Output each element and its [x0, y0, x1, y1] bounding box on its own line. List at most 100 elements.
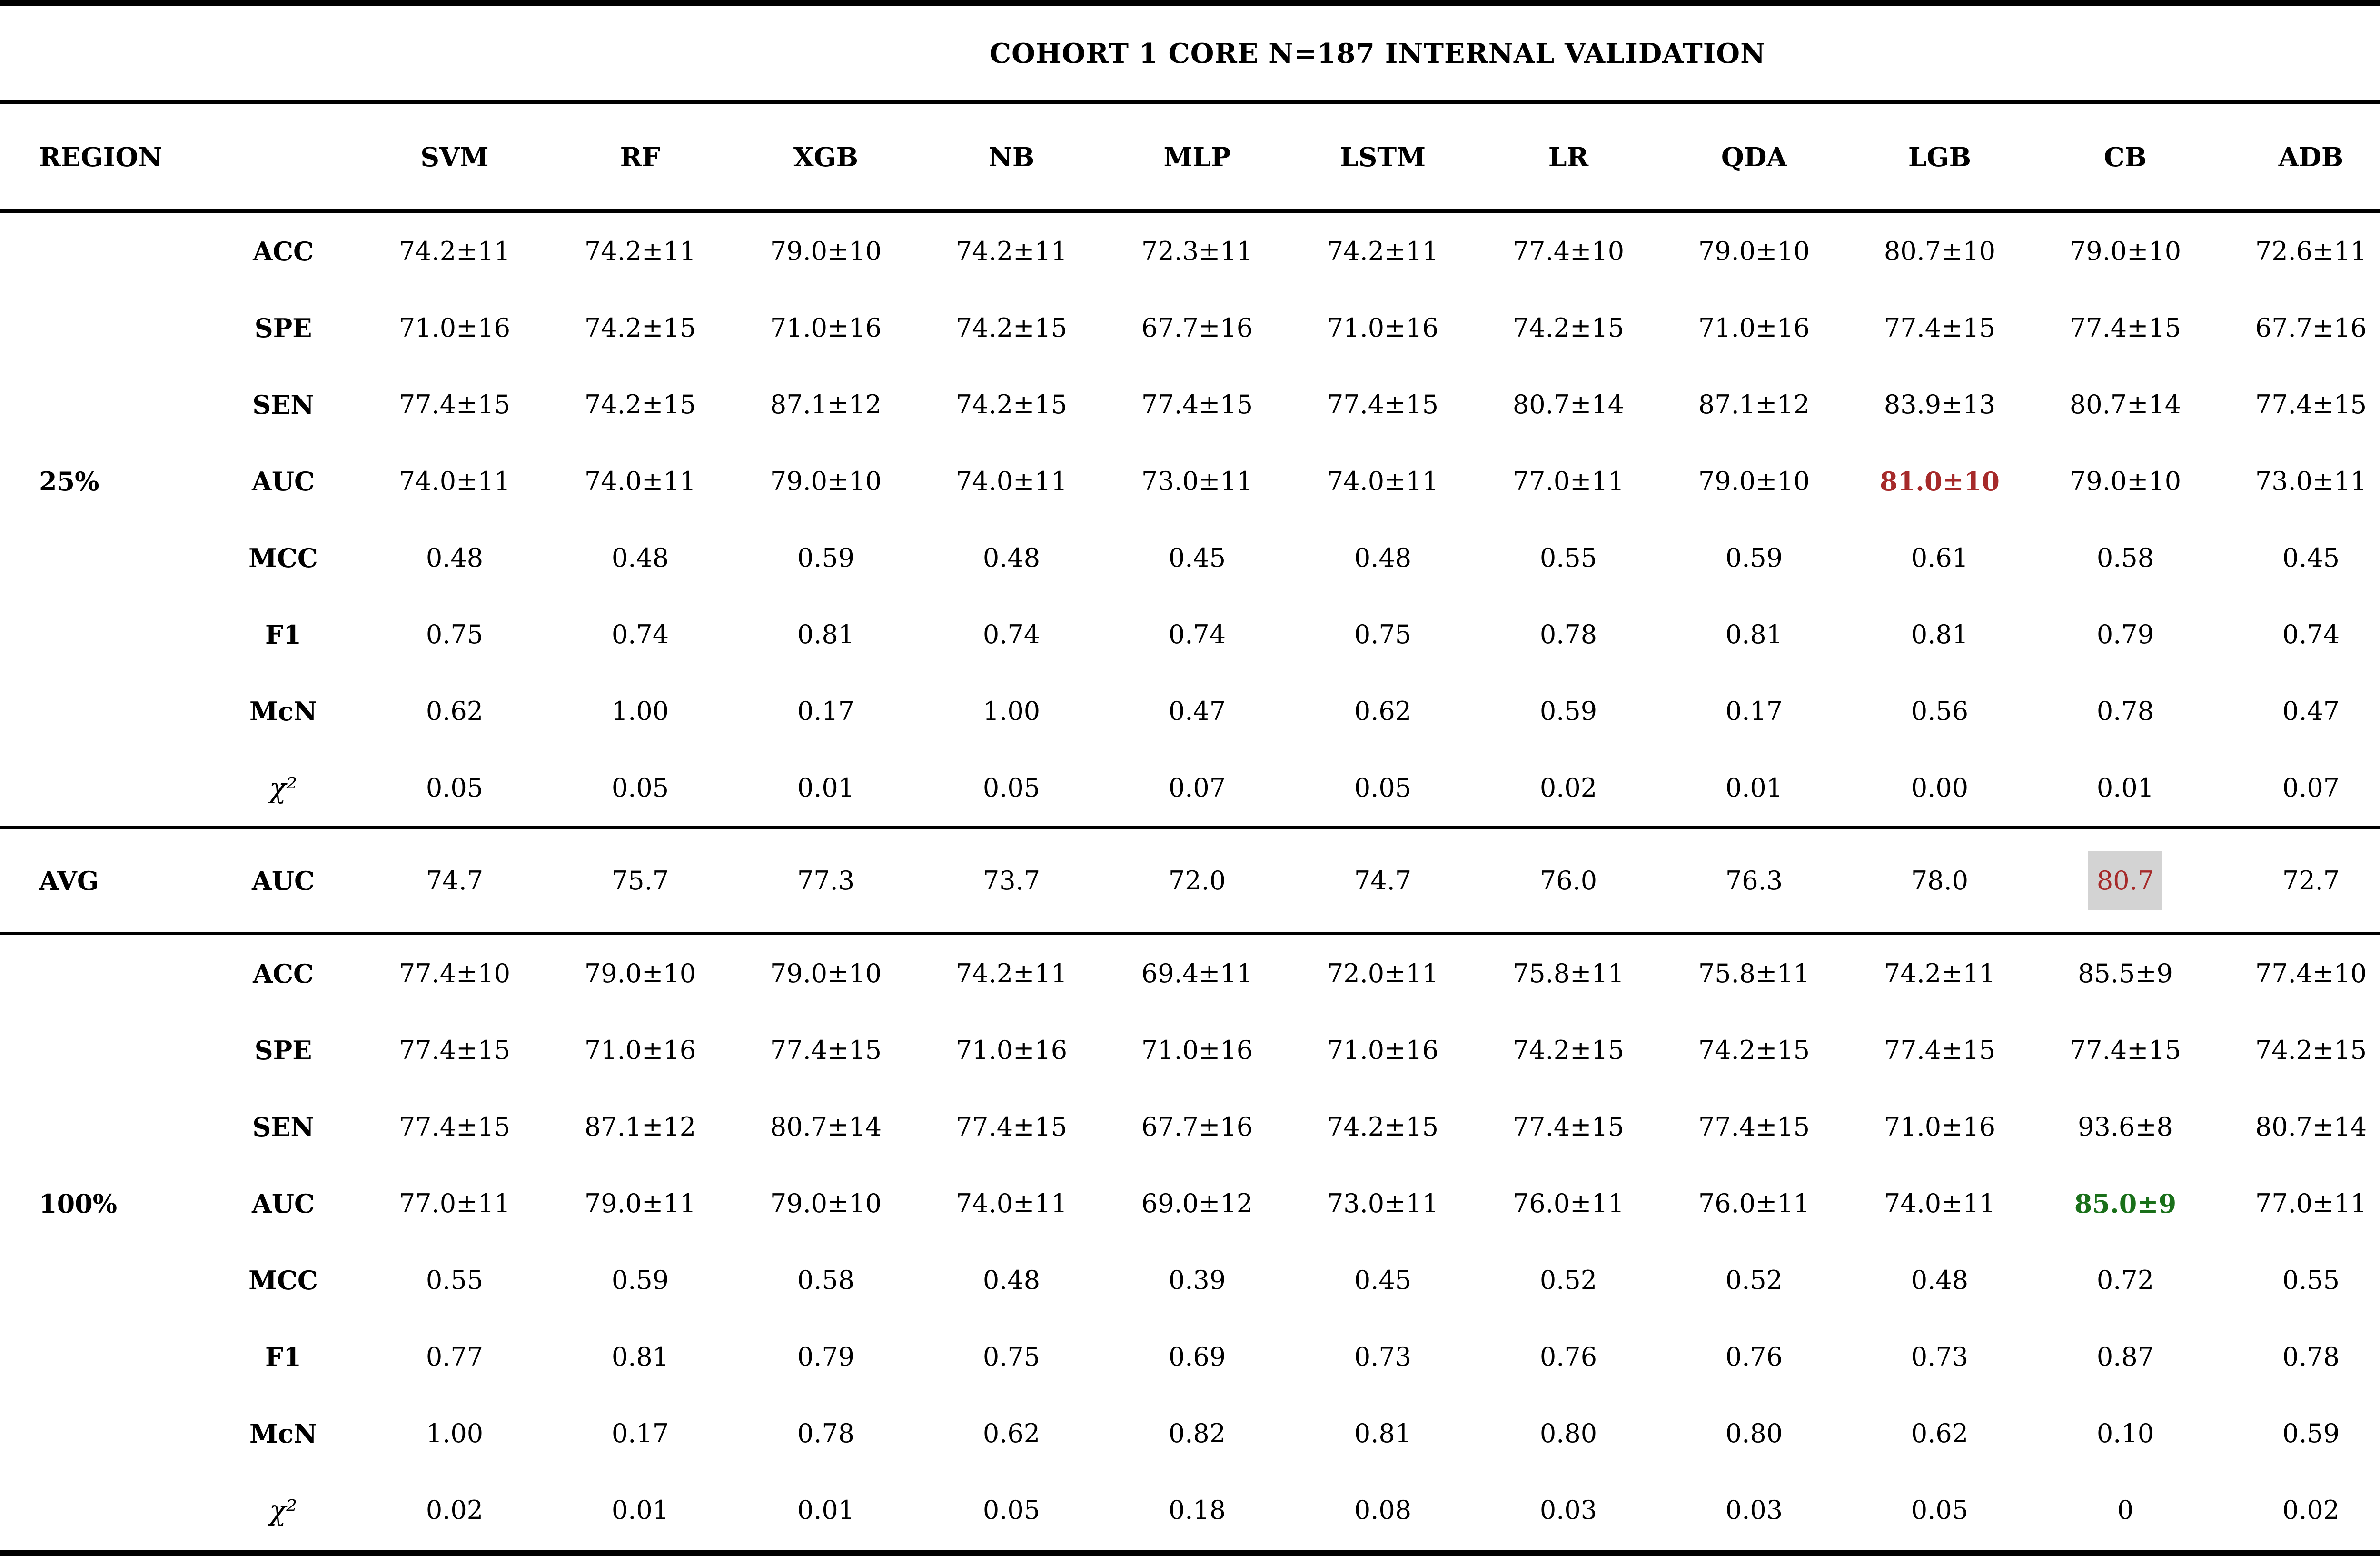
metric-label: MCC	[248, 542, 318, 573]
value-cell: 74.2±15	[955, 389, 1068, 419]
table-row: F1 0.77 0.81 0.79 0.75 0.69 0.73 0.76 0.76 0.73 0.…	[0, 1318, 2380, 1395]
value-cell: 77.4±15	[2069, 1035, 2182, 1065]
value-cell: 0.80	[1725, 1418, 1783, 1448]
value-cell: 79.0±10	[2069, 236, 2182, 266]
value-cell: 0.58	[2096, 543, 2154, 573]
value-cell: 77.4±15	[1884, 313, 1996, 343]
value-cell: 85.0±9	[2033, 1165, 2218, 1242]
value-cell: 74.2±11	[955, 958, 1068, 988]
metric-label: F1	[265, 619, 301, 650]
value-cell: 72.6±11	[2255, 236, 2367, 266]
value-cell: 0.69	[1168, 1342, 1226, 1372]
region-spacer	[0, 519, 205, 596]
value-cell: 87.1±12	[584, 1112, 696, 1142]
value-cell: 0.79	[797, 1342, 855, 1372]
region-spacer	[0, 1088, 205, 1165]
value-cell: 0.05	[611, 773, 669, 803]
metric-label: ACC	[253, 236, 314, 267]
value-cell: 77.4±15	[955, 1112, 1068, 1142]
value-cell: 0.18	[1168, 1495, 1226, 1525]
value-cell: 80.7±14	[2069, 389, 2182, 419]
value-cell: 0.59	[2282, 1418, 2340, 1448]
value-cell: 0.72	[2096, 1265, 2154, 1295]
value-cell: 74.0±11	[955, 466, 1068, 496]
region-block-0: ACC 74.2±11 74.2±11 79.0±10 74.2±11 72.3±11 74…	[0, 211, 2380, 828]
value-cell: 0.45	[2282, 543, 2340, 573]
value-cell: 0.81	[797, 619, 855, 649]
value-cell: 0.48	[982, 543, 1041, 573]
value-cell: 67.7±16	[1141, 313, 1253, 343]
highlighted-value: 85.0±9	[2074, 1188, 2177, 1219]
value-cell: 75.8±11	[1698, 958, 1810, 988]
metric-label: McN	[249, 696, 317, 727]
value-cell: 0.48	[1911, 1265, 1969, 1295]
value-cell: 77.4±10	[1512, 236, 1625, 266]
value-cell: 67.7±16	[1141, 1112, 1253, 1142]
value-cell: 0.82	[1168, 1418, 1226, 1448]
col-header-nb: NB	[988, 141, 1035, 172]
region-spacer	[0, 211, 205, 290]
value-cell: 72.7	[2282, 866, 2340, 896]
value-cell: 0.02	[2282, 1495, 2340, 1525]
region-spacer	[0, 1395, 205, 1472]
value-cell: 0.05	[982, 1495, 1041, 1525]
value-cell: 74.7	[1354, 866, 1412, 896]
value-cell: 74.0±11	[398, 466, 511, 496]
value-cell: 0.10	[2096, 1418, 2154, 1448]
metric-label: SPE	[254, 312, 312, 343]
value-cell: 69.4±11	[1141, 958, 1253, 988]
value-cell: 77.4±10	[398, 958, 511, 988]
value-cell: 0.78	[1539, 619, 1597, 649]
col-header-lstm: LSTM	[1339, 141, 1426, 172]
value-cell: 74.0±11	[1327, 466, 1439, 496]
value-cell: 69.0±12	[1141, 1188, 1253, 1218]
value-cell: 77.3	[797, 866, 855, 896]
region-spacer	[0, 366, 205, 443]
value-cell: 79.0±10	[770, 958, 882, 988]
value-cell: 83.9±13	[1884, 389, 1996, 419]
metric-label: SPE	[254, 1035, 312, 1066]
value-cell: 80.7±14	[2255, 1112, 2367, 1142]
value-cell: 79.0±10	[1698, 236, 1810, 266]
region-spacer	[0, 1472, 205, 1548]
col-header-xgb: XGB	[793, 141, 859, 172]
value-cell: 74.2±15	[1512, 1035, 1625, 1065]
metric-label: SEN	[252, 1111, 314, 1142]
region-spacer	[0, 934, 205, 1012]
value-cell: 76.0	[1539, 866, 1597, 896]
region-spacer	[0, 1318, 205, 1395]
value-cell: 73.0±11	[1141, 466, 1253, 496]
header-row: REGIONSVMRFXGBNBMLPLSTMLRQDALGBCBADBAVGF…	[0, 104, 2380, 211]
value-cell: 80.7±14	[1512, 389, 1625, 419]
value-cell: 76.3	[1725, 866, 1783, 896]
value-cell: 78.0	[1911, 866, 1969, 896]
value-cell: 77.4±15	[2255, 389, 2367, 419]
value-cell: 71.0±16	[770, 313, 882, 343]
value-cell: 0.74	[982, 619, 1041, 649]
value-cell: 77.4±15	[398, 389, 511, 419]
value-cell: 71.0±16	[1884, 1112, 1996, 1142]
value-cell: 0.87	[2096, 1342, 2154, 1372]
value-cell: 77.4±15	[398, 1112, 511, 1142]
value-cell: 0.62	[1354, 696, 1412, 726]
value-cell: 80.7±14	[770, 1112, 882, 1142]
value-cell: 73.0±11	[1327, 1188, 1439, 1218]
value-cell: 0.05	[1911, 1495, 1969, 1525]
value-cell: 0.76	[1539, 1342, 1597, 1372]
value-cell: 0.55	[426, 1265, 484, 1295]
value-cell: 79.0±10	[584, 958, 696, 988]
metric-label: SEN	[252, 389, 314, 420]
value-cell: 74.2±11	[398, 236, 511, 266]
col-header-lr: LR	[1548, 141, 1589, 172]
value-cell: 0.39	[1168, 1265, 1226, 1295]
value-cell: 72.0	[1168, 866, 1226, 896]
table-row: SEN 77.4±15 87.1±12 80.7±14 77.4±15 67.7±16 74…	[0, 1088, 2380, 1165]
value-cell: 74.2±11	[584, 236, 696, 266]
table-row: 100% AUC 77.0±11 79.0±11 79.0±10 74.0±11 69.0±…	[0, 1165, 2380, 1242]
value-cell: 0.74	[611, 619, 669, 649]
value-cell: 80.7	[2033, 828, 2218, 934]
value-cell: 0.45	[1354, 1265, 1412, 1295]
value-cell: 74.0±11	[584, 466, 696, 496]
value-cell: 0.52	[1539, 1265, 1597, 1295]
value-cell: 0.55	[2282, 1265, 2340, 1295]
